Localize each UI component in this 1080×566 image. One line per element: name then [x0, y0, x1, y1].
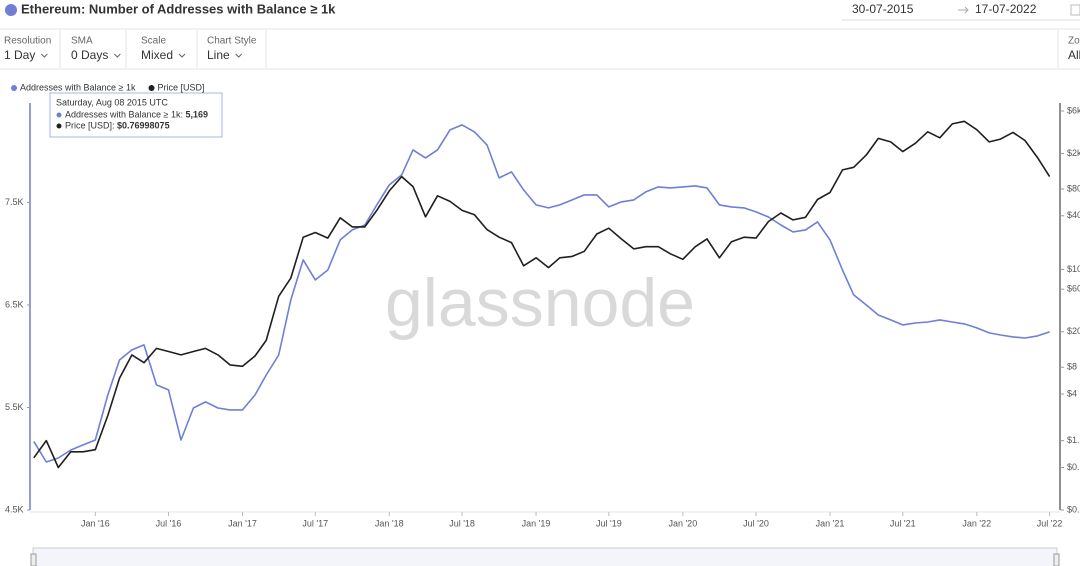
control-label: Scale [141, 36, 166, 47]
y2-tick-label: $800 [1067, 183, 1080, 193]
y-tick-label: 6.5K [5, 299, 24, 309]
control-label: Chart Style [207, 36, 257, 47]
tooltip-label: Price [USD] [65, 120, 112, 130]
series-line [33, 124, 1050, 463]
x-tick-label: Jul '20 [743, 518, 769, 528]
tooltip-value: $0.76998075 [117, 120, 170, 130]
legend-marker [148, 85, 155, 91]
tooltip-marker [56, 112, 62, 118]
legend-label[interactable]: Price [USD] [158, 82, 205, 92]
date-arrow [958, 6, 969, 14]
chevron [178, 53, 186, 58]
tooltip-label: Addresses with Balance ≥ 1k [65, 109, 181, 119]
chevron [235, 53, 243, 58]
x-tick-label: Jul '19 [596, 518, 622, 528]
y-tick-label: 5.5K [5, 402, 24, 412]
navigator-handle[interactable] [30, 553, 37, 566]
tooltip-value: 5,169 [186, 109, 209, 119]
y2-tick-label: $60 [1067, 284, 1080, 294]
control-value[interactable]: Line [207, 48, 230, 62]
watermark: glassnode [385, 265, 695, 341]
control-value[interactable]: 1 Day [4, 48, 35, 62]
y-tick-label: 4.5K [5, 504, 24, 514]
y2-tick-label: $400 [1067, 210, 1080, 220]
x-tick-label: Jan '16 [81, 518, 110, 528]
control-label: Resolution [4, 36, 51, 47]
control-label: SMA [71, 36, 93, 47]
control-label: Zoom [1068, 36, 1080, 47]
x-tick-label: Jan '18 [375, 518, 404, 528]
y2-tick-label: $20 [1067, 326, 1080, 336]
tooltip-date: Saturday, Aug 08 2015 UTC [56, 97, 168, 107]
tooltip-marker [56, 123, 62, 129]
tooltip-colon: : [112, 120, 115, 130]
control-value[interactable]: 0 Days [71, 48, 108, 62]
asset-icon [5, 4, 17, 16]
date-to[interactable]: 17-07-2022 [975, 2, 1037, 16]
plot: 4.5K 5.5K 6.5K 7.5K $0.2 $0.6 $1.2 $4 $8 $20 $60 $1… [5, 82, 1080, 528]
date-from[interactable]: 30-07-2015 [852, 2, 914, 16]
chevron [114, 53, 121, 58]
control-value[interactable]: Mixed [141, 48, 173, 62]
x-tick-label: Jan '19 [522, 518, 551, 528]
x-tick-label: Jan '22 [962, 518, 991, 528]
legend-label[interactable]: Addresses with Balance ≥ 1k [20, 82, 136, 92]
x-tick-label: Jul '22 [1037, 518, 1063, 528]
y2-tick-label: $100 [1067, 264, 1080, 274]
chart-title: Ethereum: Number of Addresses with Balan… [21, 1, 336, 16]
navigator-handle[interactable] [1053, 553, 1060, 566]
x-tick-label: Jul '18 [449, 518, 475, 528]
x-tick-label: Jan '20 [668, 518, 697, 528]
x-tick-label: Jul '17 [302, 518, 328, 528]
y2-tick-label: $1.2 [1067, 435, 1080, 445]
y-tick-label: 7.5K [5, 197, 24, 207]
y2-tick-label: $0.6 [1067, 462, 1080, 472]
y2-tick-label: $8 [1067, 362, 1077, 372]
legend-marker [11, 85, 17, 91]
x-tick-label: Jan '21 [816, 518, 845, 528]
tooltip-colon: : [181, 109, 184, 119]
x-tick-label: Jul '16 [156, 518, 182, 528]
x-tick-label: Jul '21 [890, 518, 916, 528]
control-value[interactable]: All [1068, 48, 1080, 62]
series-line [33, 120, 1051, 469]
y2-tick-label: $0.2 [1067, 504, 1080, 514]
y2-tick-label: $6k [1067, 105, 1080, 115]
y2-tick-label: $4 [1067, 388, 1077, 398]
calendar-icon[interactable] [1070, 4, 1080, 16]
x-tick-label: Jan '17 [228, 518, 257, 528]
y2-tick-label: $2k [1067, 148, 1080, 158]
navigator[interactable] [32, 547, 1058, 566]
tooltip-box [49, 92, 223, 138]
chevron [41, 53, 48, 58]
